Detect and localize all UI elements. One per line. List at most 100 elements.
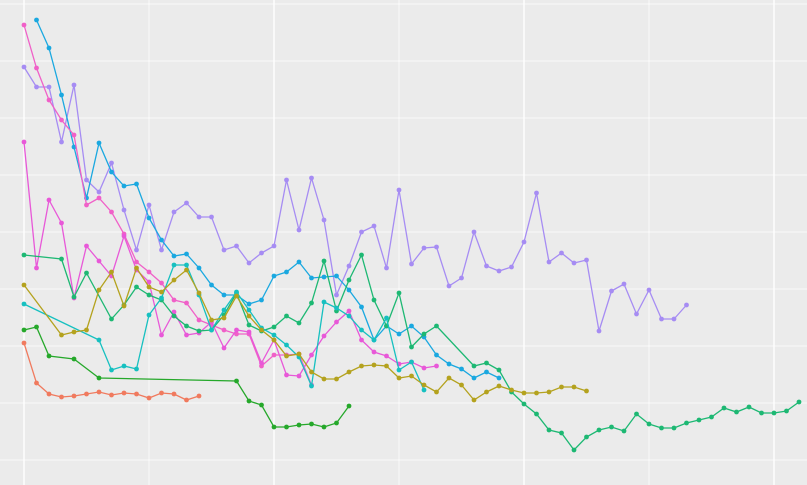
data-point bbox=[559, 430, 564, 436]
data-point bbox=[59, 332, 64, 338]
data-point bbox=[234, 327, 239, 333]
data-point bbox=[271, 424, 277, 430]
data-point bbox=[246, 260, 252, 266]
data-point bbox=[196, 393, 202, 399]
data-point bbox=[21, 22, 27, 28]
data-point bbox=[96, 375, 102, 381]
data-point bbox=[146, 269, 152, 275]
data-point bbox=[409, 261, 414, 267]
data-point bbox=[196, 214, 202, 220]
data-point bbox=[384, 315, 389, 321]
data-point bbox=[134, 391, 139, 397]
data-point bbox=[609, 288, 614, 294]
data-point bbox=[21, 252, 27, 258]
data-point bbox=[159, 332, 164, 338]
data-point bbox=[159, 289, 164, 295]
data-point bbox=[71, 144, 77, 150]
data-point bbox=[471, 363, 477, 369]
data-point bbox=[309, 369, 314, 375]
data-point bbox=[271, 243, 277, 249]
data-point bbox=[59, 139, 64, 145]
data-point bbox=[209, 282, 214, 288]
data-point bbox=[484, 389, 489, 395]
data-point bbox=[546, 389, 552, 395]
data-point bbox=[671, 425, 677, 431]
data-point bbox=[396, 290, 402, 296]
data-point bbox=[434, 352, 439, 358]
data-point bbox=[559, 384, 564, 390]
data-point bbox=[434, 363, 439, 369]
data-point bbox=[296, 351, 302, 357]
data-point bbox=[446, 361, 452, 367]
data-point bbox=[59, 256, 64, 262]
data-point bbox=[759, 410, 764, 416]
data-point bbox=[309, 383, 314, 389]
data-point bbox=[359, 229, 364, 235]
data-point bbox=[521, 390, 527, 396]
data-point bbox=[34, 65, 39, 71]
data-point bbox=[159, 295, 164, 301]
data-point bbox=[334, 420, 339, 426]
data-point bbox=[346, 308, 352, 314]
data-point bbox=[284, 372, 289, 378]
data-point bbox=[546, 259, 552, 265]
data-point bbox=[134, 181, 139, 187]
data-point bbox=[46, 391, 52, 397]
data-point bbox=[271, 337, 277, 343]
data-point bbox=[284, 353, 289, 359]
data-point bbox=[34, 380, 39, 386]
data-point bbox=[321, 424, 327, 430]
data-point bbox=[34, 17, 39, 23]
data-point bbox=[121, 363, 127, 369]
data-point bbox=[134, 247, 139, 253]
data-point bbox=[221, 345, 227, 351]
data-point bbox=[121, 390, 127, 396]
data-point bbox=[71, 294, 77, 300]
data-point bbox=[459, 382, 464, 388]
data-point bbox=[159, 247, 164, 253]
data-point bbox=[284, 269, 289, 275]
data-point bbox=[534, 411, 539, 417]
data-point bbox=[84, 270, 89, 276]
data-point bbox=[696, 417, 702, 423]
data-point bbox=[146, 284, 152, 290]
data-point bbox=[196, 290, 202, 296]
data-point bbox=[396, 331, 402, 337]
data-point bbox=[109, 269, 114, 275]
data-point bbox=[159, 237, 164, 243]
data-point bbox=[596, 427, 602, 433]
data-point bbox=[659, 316, 664, 322]
data-point bbox=[121, 303, 127, 309]
data-point bbox=[171, 313, 177, 319]
data-point bbox=[221, 247, 227, 253]
data-point bbox=[371, 337, 377, 343]
data-point bbox=[59, 117, 64, 123]
data-point bbox=[71, 82, 77, 88]
data-point bbox=[771, 410, 777, 416]
data-point bbox=[221, 315, 227, 321]
data-point bbox=[209, 214, 214, 220]
data-point bbox=[421, 365, 427, 371]
data-point bbox=[321, 333, 327, 339]
data-point bbox=[484, 360, 489, 366]
data-point bbox=[359, 304, 364, 310]
data-point bbox=[446, 283, 452, 289]
data-point bbox=[71, 393, 77, 399]
data-point bbox=[196, 265, 202, 271]
data-point bbox=[584, 257, 589, 263]
data-point bbox=[146, 292, 152, 298]
data-point bbox=[46, 197, 52, 203]
data-point bbox=[321, 274, 327, 280]
data-point bbox=[96, 258, 102, 264]
data-point bbox=[396, 375, 402, 381]
data-point bbox=[171, 253, 177, 259]
data-point bbox=[496, 375, 502, 381]
data-point bbox=[321, 299, 327, 305]
data-point bbox=[96, 140, 102, 146]
data-point bbox=[84, 243, 89, 249]
data-point bbox=[684, 302, 689, 308]
data-point bbox=[371, 223, 377, 229]
data-point bbox=[621, 428, 627, 434]
data-point bbox=[109, 367, 114, 373]
